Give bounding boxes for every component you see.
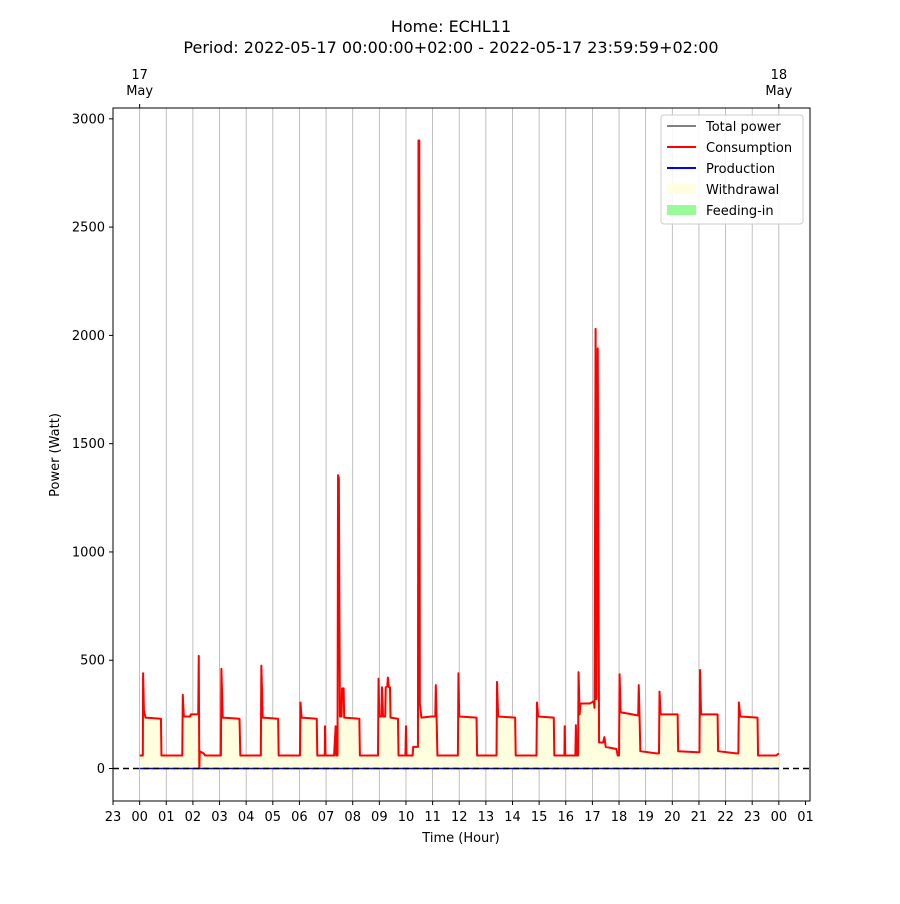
x-tick-label: 00	[771, 810, 788, 825]
legend: Total power Consumption Production Withdraw…	[660, 114, 804, 225]
x-tick-label: 06	[291, 810, 308, 825]
y-tick-label: 3000	[72, 112, 105, 127]
x-tick-label: 05	[265, 810, 282, 825]
x-tick-label: 17	[584, 810, 601, 825]
legend-label: Withdrawal	[706, 183, 779, 198]
legend-swatch	[667, 184, 696, 194]
legend-label: Production	[706, 162, 775, 177]
y-tick-label: 2500	[72, 221, 105, 236]
y-tick-label: 0	[97, 762, 105, 777]
x-tick-label: 02	[185, 810, 202, 825]
y-tick-label: 1000	[72, 545, 105, 560]
y-tick-label: 500	[80, 654, 105, 669]
x-tick-label: 16	[557, 810, 574, 825]
legend-label: Consumption	[706, 141, 792, 156]
y-tick-label: 1500	[72, 437, 105, 452]
top-tick-month: May	[126, 84, 153, 99]
x-tick-label: 20	[664, 810, 681, 825]
axes-frame	[112, 107, 811, 802]
x-tick-label: 23	[744, 810, 761, 825]
chart-subtitle: Period: 2022-05-17 00:00:00+02:00 - 2022…	[183, 38, 718, 57]
x-tick-label: 13	[478, 810, 495, 825]
legend-swatch	[667, 205, 696, 215]
x-tick-label: 08	[344, 810, 361, 825]
x-tick-label: 01	[158, 810, 175, 825]
x-tick-label: 21	[691, 810, 708, 825]
x-axis-label: Time (Hour)	[421, 831, 499, 846]
x-tick-label: 10	[398, 810, 415, 825]
x-tick-label: 18	[611, 810, 628, 825]
x-tick-label: 09	[371, 810, 388, 825]
consumption-line	[139, 139, 780, 770]
x-tick-label: 15	[531, 810, 548, 825]
top-tick-month: May	[765, 84, 792, 99]
x-tick-label: 07	[318, 810, 335, 825]
x-tick-label: 00	[131, 810, 148, 825]
x-tick-label: 12	[451, 810, 468, 825]
x-tick-label: 23	[105, 810, 122, 825]
x-tick-label: 22	[717, 810, 734, 825]
chart-title: Home: ECHL11	[391, 17, 511, 36]
y-axis-label: Power (Watt)	[48, 413, 63, 497]
top-tick-day: 18	[771, 68, 788, 83]
x-tick-label: 14	[504, 810, 521, 825]
legend-box	[660, 114, 804, 225]
x-tick-label: 03	[211, 810, 228, 825]
x-tick-label: 19	[637, 810, 654, 825]
top-tick-day: 17	[131, 68, 148, 83]
legend-label: Total power	[705, 120, 781, 135]
y-tick-label: 2000	[72, 329, 105, 344]
x-tick-label: 04	[238, 810, 255, 825]
legend-label: Feeding-in	[706, 204, 774, 219]
x-tick-label: 01	[797, 810, 814, 825]
x-tick-label: 11	[424, 810, 441, 825]
